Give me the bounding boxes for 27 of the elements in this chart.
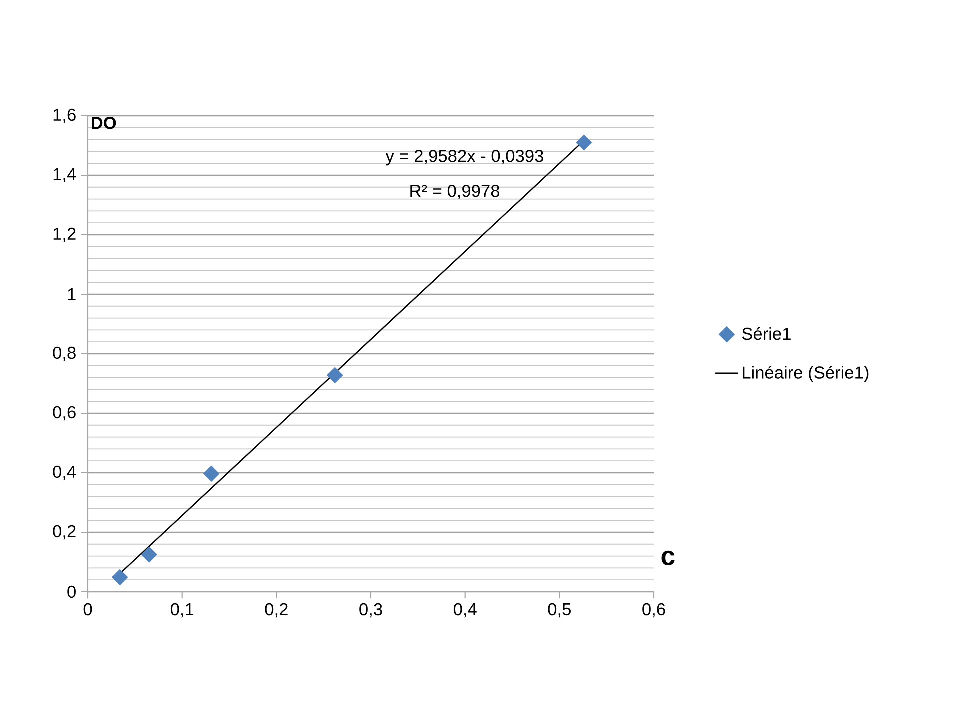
y-axis-title: DO [92,116,116,130]
y-tick-label: 1,4 [54,168,76,183]
y-tick-label: 1,2 [54,228,76,242]
y-tick-label: 1 [68,288,76,300]
point [576,134,592,151]
point [327,367,344,384]
y-tick-label: 0,6 [53,406,76,421]
x-tick-label: 0,1 [170,603,194,618]
x-tick-label: 0,6 [642,603,666,618]
point [112,569,128,586]
x-tick-label: 0,5 [548,603,571,618]
x-tick-label: 0,2 [265,603,288,618]
point [204,466,220,482]
x-tick-label: 0,3 [360,603,382,618]
legend-label: Série1 [742,327,791,340]
x-axis-title: c [662,550,675,566]
x-tick-label: 0 [84,603,92,616]
y-tick-label: 0,8 [53,346,76,362]
y-tick-label: 0,2 [53,525,76,540]
annotation: y = 2,9582x - 0,0393 [386,150,544,166]
point [141,546,158,563]
y-tick-label: 0 [68,586,76,598]
y-tick-label: 0,4 [53,466,76,480]
legend-label: Linéaire (Série1) [743,366,869,382]
annotation: R² = 0,9978 [410,184,500,200]
y-tick-label: 1,6 [54,108,76,124]
x-tick-label: 0,4 [454,603,477,618]
